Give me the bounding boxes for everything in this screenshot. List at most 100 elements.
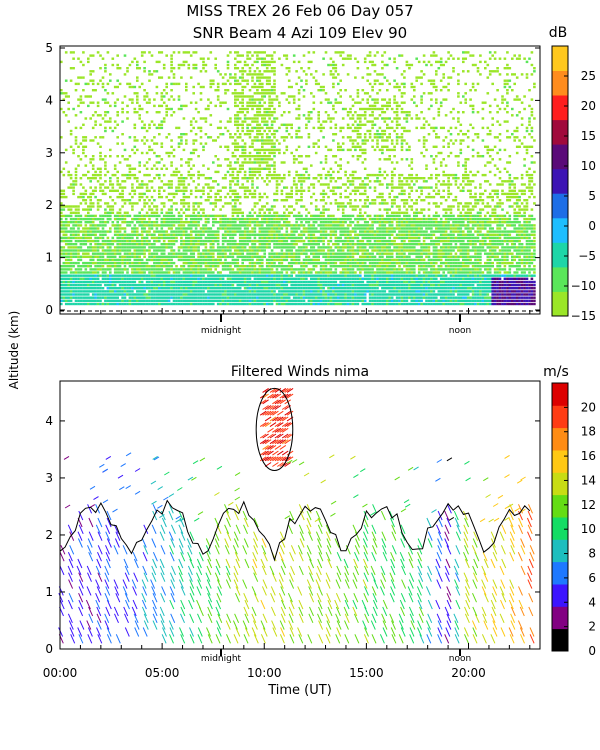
snr-cell xyxy=(238,170,242,174)
snr-cell xyxy=(104,186,107,189)
snr-cell xyxy=(339,126,342,130)
snr-cell xyxy=(113,239,117,243)
snr-cell xyxy=(170,261,173,265)
snr-cell xyxy=(334,290,338,293)
snr-cell xyxy=(155,167,159,170)
snr-cell xyxy=(312,277,316,280)
snr-cell xyxy=(241,95,244,98)
snr-cell xyxy=(128,63,132,67)
snr-cell xyxy=(292,299,296,302)
snr-cell xyxy=(60,60,63,64)
snr-cell xyxy=(60,205,63,208)
snr-cell xyxy=(273,258,276,262)
snr-cell xyxy=(329,271,333,274)
snr-cell xyxy=(177,126,181,130)
snr-cell xyxy=(216,214,220,218)
snr-cell xyxy=(91,261,95,265)
snr-cell xyxy=(302,89,306,92)
snr-cell xyxy=(109,296,112,299)
snr-cell xyxy=(143,60,146,64)
snr-cell xyxy=(82,277,85,280)
snr-cell xyxy=(67,296,70,299)
snr-cell xyxy=(285,208,289,211)
snr-cell xyxy=(167,233,171,236)
snr-cell xyxy=(204,107,208,111)
snr-cell xyxy=(253,173,257,177)
snr-cell xyxy=(87,290,90,293)
snr-cell xyxy=(136,180,139,183)
snr-cell xyxy=(133,126,137,130)
snr-cell xyxy=(187,224,191,227)
snr-cell xyxy=(167,246,171,249)
snr-cell xyxy=(162,243,166,246)
snr-cell xyxy=(322,126,325,130)
snr-cell xyxy=(317,89,320,92)
snr-cell xyxy=(329,302,333,306)
snr-cell xyxy=(99,287,102,290)
snr-cell xyxy=(192,85,195,89)
snr-cell xyxy=(280,249,284,252)
snr-cell xyxy=(165,221,168,224)
snr-cell xyxy=(165,82,168,86)
snr-cell xyxy=(121,296,124,299)
snr-cell xyxy=(263,211,266,214)
snr-cell xyxy=(219,271,222,274)
snr-cell xyxy=(221,205,225,208)
snr-cell xyxy=(241,299,244,302)
snr-cell xyxy=(278,57,281,60)
snr-cell xyxy=(241,101,244,104)
snr-cell xyxy=(185,274,188,277)
snr-cell xyxy=(302,277,306,280)
snr-cell xyxy=(312,290,316,293)
snr-cell xyxy=(290,85,293,89)
snr-cell xyxy=(121,186,124,189)
snr-cell xyxy=(148,249,151,252)
snr-cell xyxy=(341,296,345,299)
snr-cell xyxy=(148,224,151,227)
snr-cell xyxy=(236,60,240,64)
snr-cell xyxy=(332,274,335,277)
snr-cell xyxy=(243,268,247,271)
snr-cell xyxy=(305,283,308,287)
snr-cell xyxy=(153,290,156,293)
snr-cell xyxy=(104,293,107,296)
snr-cell xyxy=(295,221,298,224)
snr-cell xyxy=(165,268,168,271)
snr-cell xyxy=(67,277,70,280)
snr-cell xyxy=(273,296,276,299)
snr-cell xyxy=(155,92,159,95)
snr-cell xyxy=(202,299,205,302)
snr-cell xyxy=(74,299,78,302)
snr-cell xyxy=(185,258,188,262)
snr-cell xyxy=(268,142,271,145)
snr-cell xyxy=(180,189,183,192)
snr-cell xyxy=(116,142,119,145)
snr-cell xyxy=(172,290,176,293)
snr-cell xyxy=(99,221,102,224)
snr-cell xyxy=(241,243,244,246)
snr-cell xyxy=(128,252,132,255)
snr-cell xyxy=(170,243,173,246)
snr-cell xyxy=(214,236,217,240)
snr-cell xyxy=(344,299,347,302)
snr-cell xyxy=(150,283,154,287)
snr-cell xyxy=(256,126,259,130)
snr-cell xyxy=(253,274,257,277)
snr-cell xyxy=(231,167,235,170)
snr-cell xyxy=(116,246,119,249)
snr-cell xyxy=(224,268,227,271)
snr-cell xyxy=(67,293,70,296)
snr-cell xyxy=(253,205,257,208)
snr-cell xyxy=(246,239,249,243)
snr-cell xyxy=(140,271,144,274)
snr-cell xyxy=(155,217,159,221)
snr-cell xyxy=(263,63,266,67)
snr-cell xyxy=(290,195,293,199)
snr-cell xyxy=(253,280,257,284)
snr-cell xyxy=(229,82,232,86)
snr-cell xyxy=(332,189,335,192)
snr-cell xyxy=(140,246,144,249)
snr-cell xyxy=(258,133,262,136)
snr-cell xyxy=(349,302,352,306)
snr-cell xyxy=(177,98,181,101)
